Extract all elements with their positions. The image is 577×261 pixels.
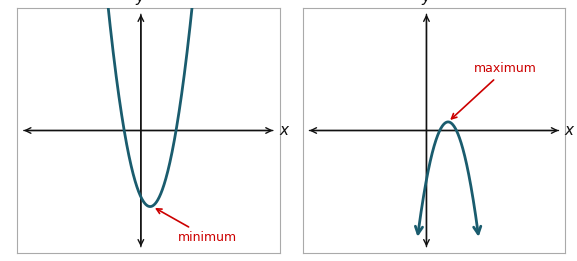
- Text: $y$: $y$: [421, 0, 432, 7]
- Text: $y$: $y$: [135, 0, 147, 7]
- Text: $x$: $x$: [564, 123, 576, 138]
- Text: maximum: maximum: [452, 62, 537, 119]
- Text: minimum: minimum: [156, 209, 237, 244]
- Text: $x$: $x$: [279, 123, 290, 138]
